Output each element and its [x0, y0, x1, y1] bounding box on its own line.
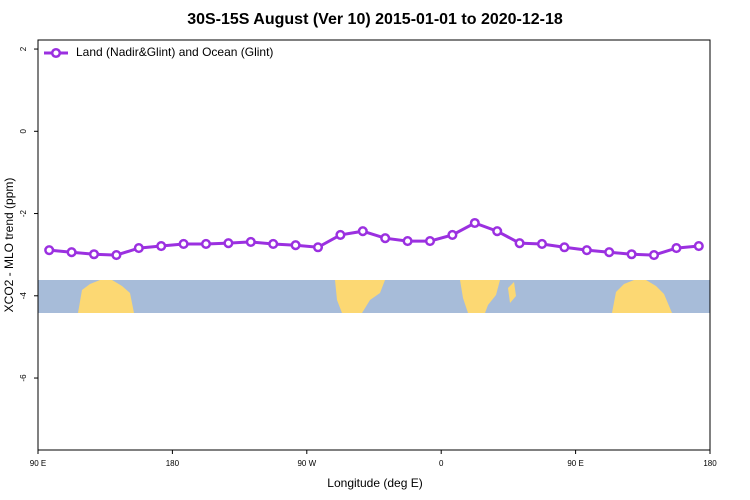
data-point — [223, 238, 234, 249]
data-point — [290, 240, 301, 251]
legend-label: Land (Nadir&Glint) and Ocean (Glint) — [76, 45, 273, 59]
data-point — [357, 226, 368, 237]
data-point — [88, 249, 100, 260]
map-strip — [38, 280, 710, 313]
data-point — [492, 226, 503, 237]
chart-title: 30S-15S August (Ver 10) 2015-01-01 to 20… — [187, 11, 563, 28]
x-axis-label: Longitude (deg E) — [327, 476, 422, 490]
data-point — [447, 229, 458, 240]
data-point — [402, 236, 413, 247]
y-axis-label: XCO2 - MLO trend (ppm) — [2, 178, 16, 313]
x-tick-label: 180 — [166, 459, 180, 468]
x-tick-label: 180 — [703, 459, 717, 468]
data-point — [133, 243, 144, 254]
data-point — [671, 243, 682, 254]
x-tick-label: 90 W — [297, 459, 316, 468]
data-point — [604, 247, 615, 258]
y-tick-label: 2 — [19, 46, 28, 51]
data-point — [178, 238, 189, 250]
data-point — [559, 242, 570, 253]
data-point — [66, 247, 77, 258]
data-point — [312, 242, 324, 253]
y-tick-label: -4 — [19, 292, 28, 300]
plot-frame — [37, 39, 711, 451]
y-tick-label: 0 — [19, 129, 28, 134]
x-tick-label: 0 — [439, 459, 444, 468]
data-point — [44, 245, 55, 256]
data-point — [648, 250, 660, 261]
data-point — [581, 245, 592, 256]
series-line — [49, 221, 699, 257]
data-point — [268, 238, 279, 250]
data-point — [335, 229, 346, 240]
data-point — [111, 250, 122, 261]
legend-marker — [50, 47, 62, 59]
data-point — [626, 249, 637, 260]
data-point — [200, 238, 212, 250]
data-point — [514, 238, 525, 249]
data-point — [469, 217, 480, 229]
data-point — [424, 236, 436, 247]
data-point — [380, 233, 391, 244]
data-point — [693, 240, 704, 252]
data-point — [245, 236, 256, 247]
y-tick-label: -2 — [19, 209, 28, 217]
x-tick-label: 90 E — [30, 459, 46, 468]
x-tick-label: 90 E — [567, 459, 583, 468]
data-point — [156, 240, 167, 252]
data-point — [536, 238, 548, 250]
y-tick-label: -6 — [19, 374, 28, 382]
